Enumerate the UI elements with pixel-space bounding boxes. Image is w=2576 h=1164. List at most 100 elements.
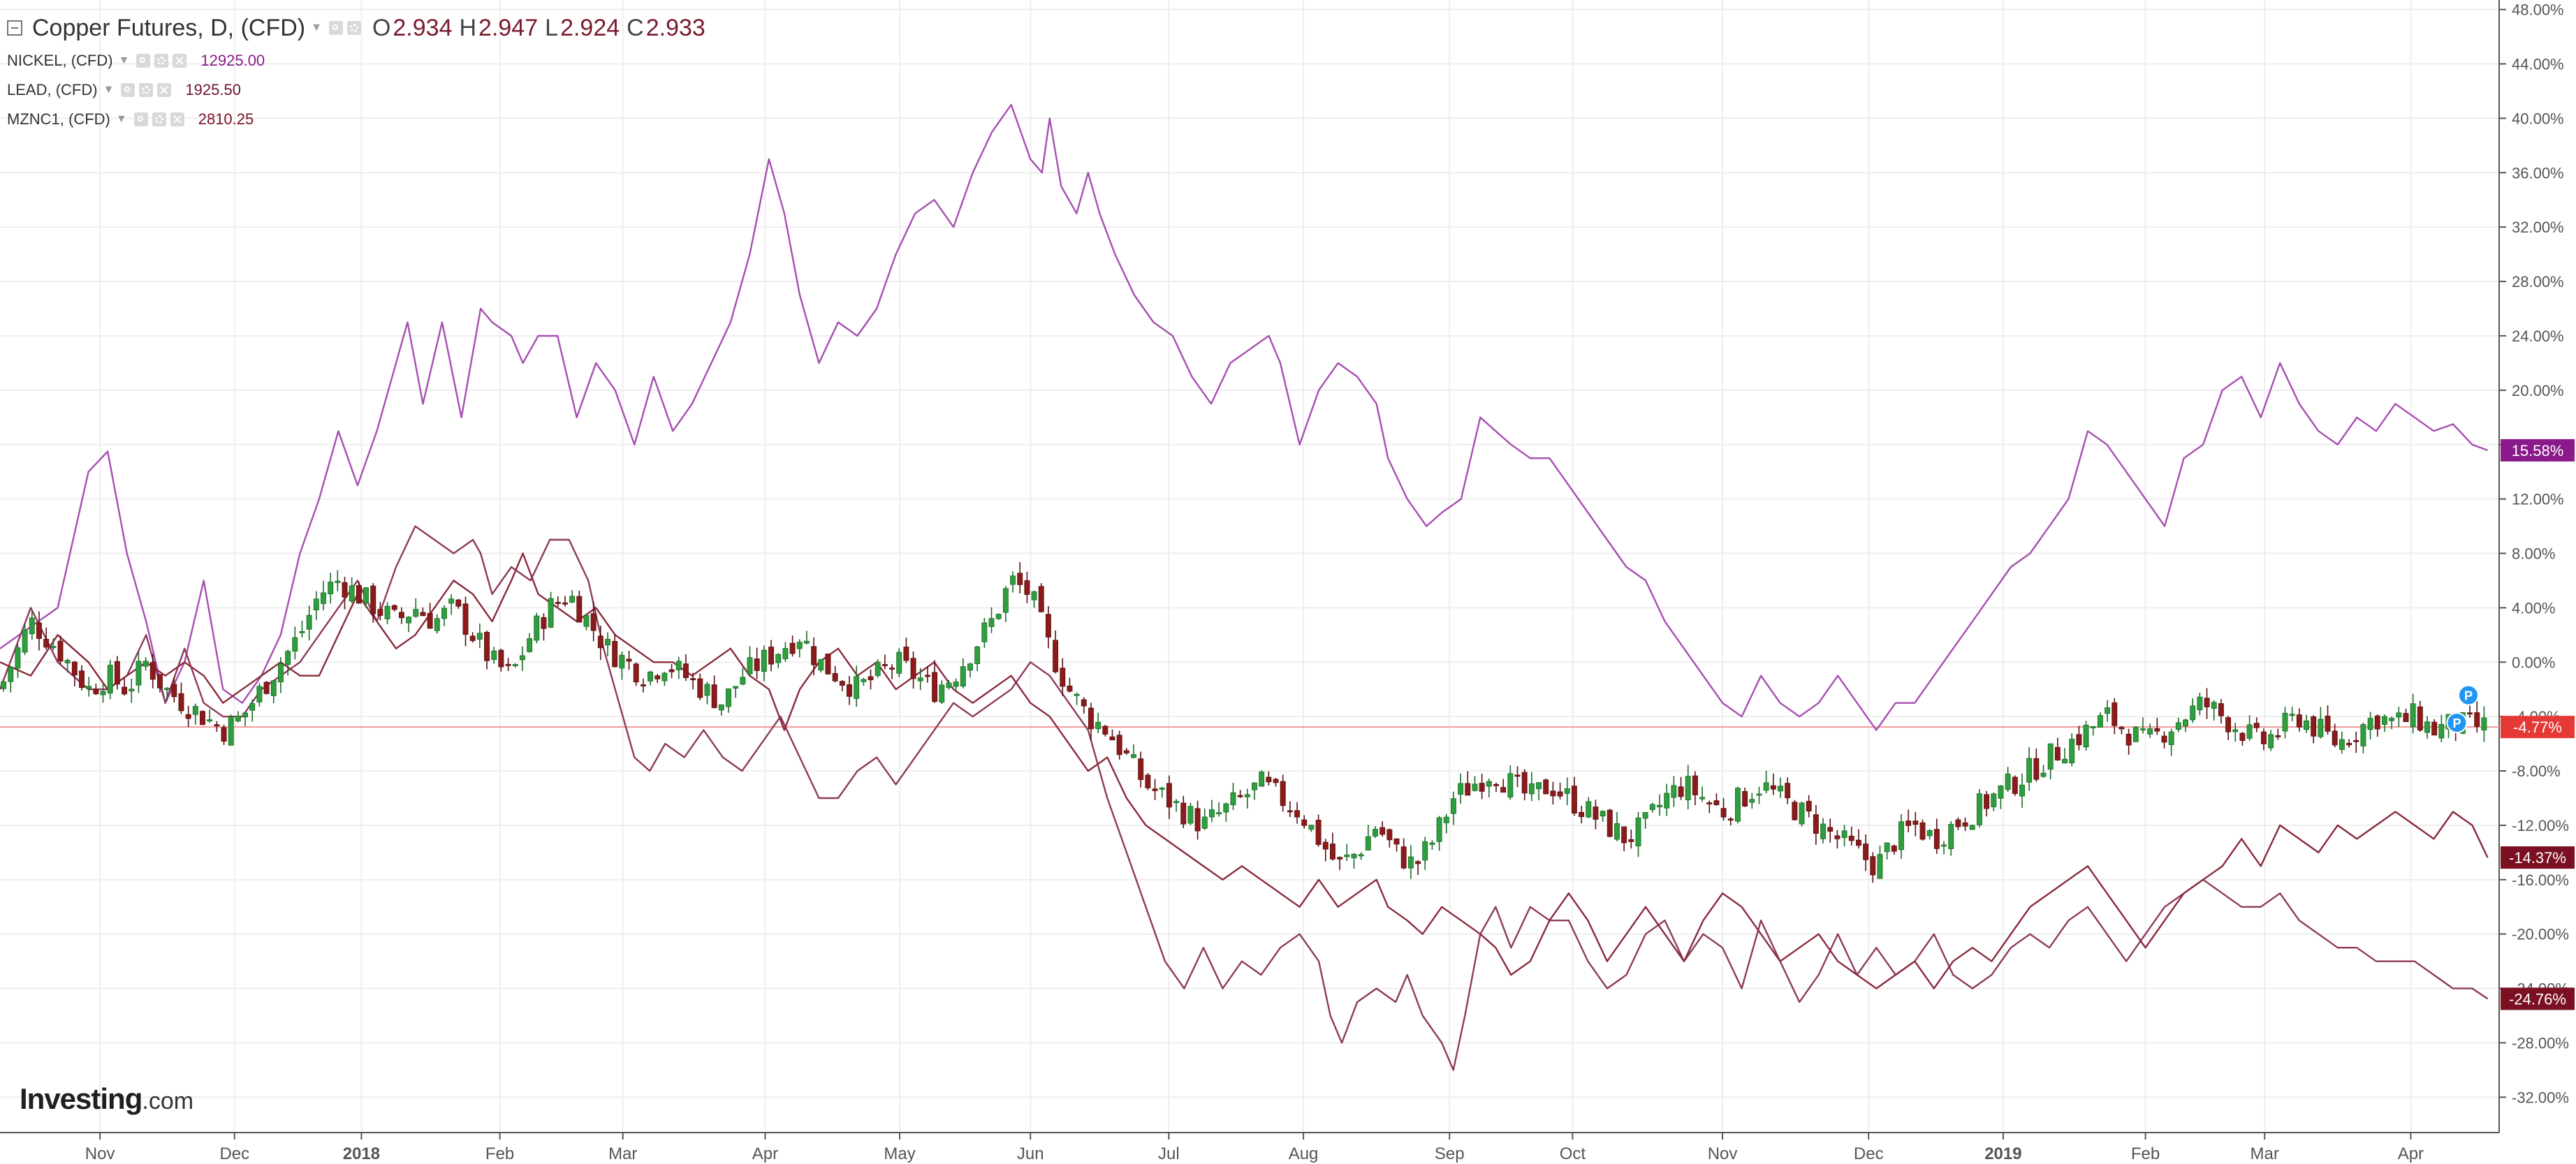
- chevron-down-icon[interactable]: ▼: [103, 84, 115, 96]
- y-tick-label: 20.00%: [2512, 382, 2564, 399]
- candle: [22, 629, 28, 653]
- series-line-2: [0, 552, 2489, 989]
- x-tick-label: May: [884, 1144, 915, 1163]
- series-label-lead[interactable]: LEAD, (CFD): [7, 81, 98, 98]
- candle: [1785, 783, 1791, 799]
- series-value-nickel: 12925.00: [200, 52, 265, 69]
- close-icon[interactable]: [173, 54, 187, 68]
- gear-icon[interactable]: [139, 83, 154, 97]
- candle: [57, 640, 64, 662]
- candle: [569, 596, 576, 603]
- candle: [363, 587, 369, 604]
- logo-suffix: .com: [142, 1088, 194, 1114]
- candlestick-group: [1, 561, 2487, 883]
- candle: [277, 663, 284, 683]
- candle: [825, 654, 831, 675]
- plot-area: [0, 0, 2499, 1133]
- candle: [1380, 827, 1386, 835]
- close-icon[interactable]: [170, 112, 184, 126]
- y-tick-label: 12.00%: [2512, 491, 2564, 508]
- series-line-1: [0, 525, 2489, 1071]
- x-tick-label: Apr: [2398, 1144, 2424, 1163]
- candle: [1884, 842, 1890, 853]
- main-series-title[interactable]: Copper Futures, D, (CFD): [32, 14, 306, 41]
- candle: [612, 641, 618, 668]
- candle: [2183, 719, 2188, 727]
- candle: [476, 633, 483, 640]
- candle: [1621, 826, 1627, 843]
- x-tick-label: Feb: [2131, 1144, 2160, 1163]
- candle: [2062, 758, 2068, 764]
- chevron-down-icon[interactable]: ▼: [311, 22, 322, 34]
- candle: [2118, 727, 2125, 730]
- candle: [328, 582, 334, 595]
- candle: [1301, 819, 1308, 826]
- gear-icon[interactable]: [346, 21, 361, 35]
- candle: [1727, 818, 1734, 821]
- candle: [1400, 846, 1407, 869]
- gear-icon[interactable]: [152, 112, 166, 126]
- candle: [2474, 712, 2480, 727]
- candle: [285, 651, 291, 665]
- candle: [1699, 797, 1706, 800]
- candle: [100, 691, 106, 695]
- candle: [427, 612, 433, 629]
- candle: [1841, 830, 1847, 839]
- series-label-nickel[interactable]: NICKEL, (CFD): [7, 52, 113, 69]
- candle: [548, 598, 554, 628]
- legend-main-row: Copper Futures, D, (CFD) ▼ O 2.934 H 2.947…: [7, 10, 705, 46]
- eye-icon[interactable]: [136, 54, 151, 68]
- candle: [1194, 808, 1201, 832]
- candle: [654, 675, 661, 679]
- candle: [946, 682, 952, 688]
- candle: [2311, 716, 2317, 737]
- candle: [2431, 721, 2438, 736]
- low-value: 2.924: [560, 14, 620, 41]
- chevron-down-icon[interactable]: ▼: [115, 113, 127, 125]
- price-badge: [2501, 987, 2575, 1010]
- candle: [2132, 726, 2139, 742]
- y-tick-label: 32.00%: [2512, 219, 2564, 236]
- candle: [1230, 792, 1236, 805]
- candle: [1649, 804, 1655, 810]
- candle: [896, 651, 902, 674]
- candle: [1898, 821, 1904, 850]
- candle: [2282, 712, 2288, 732]
- candle: [15, 647, 21, 669]
- eye-icon[interactable]: [133, 112, 148, 126]
- candle: [647, 671, 654, 682]
- x-tick-label: Mar: [608, 1144, 637, 1163]
- candle: [292, 637, 298, 652]
- candle: [1991, 793, 1997, 807]
- gear-icon[interactable]: [154, 54, 169, 68]
- eye-icon[interactable]: [328, 21, 343, 35]
- candle: [1081, 699, 1087, 707]
- candle: [924, 675, 930, 677]
- candle: [2090, 726, 2096, 729]
- legend-series-nickel: NICKEL, (CFD) ▼ 12925.00: [7, 46, 705, 75]
- candle: [1116, 735, 1122, 756]
- candle: [839, 681, 845, 686]
- candle: [690, 678, 696, 681]
- series-label-mznc1[interactable]: MZNC1, (CFD): [7, 110, 110, 128]
- candle: [114, 661, 120, 685]
- y-tick-label: -28.00%: [2512, 1034, 2569, 1052]
- candle: [214, 724, 220, 727]
- candle: [71, 661, 78, 676]
- candle: [1109, 736, 1115, 741]
- collapse-legend-icon[interactable]: [7, 20, 22, 36]
- candle: [2125, 733, 2132, 746]
- candle: [321, 592, 326, 604]
- candle: [2246, 724, 2253, 739]
- close-icon[interactable]: [157, 83, 172, 97]
- candle: [590, 613, 597, 631]
- candle: [1180, 802, 1187, 825]
- candle: [462, 603, 469, 635]
- candle: [1536, 782, 1542, 790]
- chevron-down-icon[interactable]: ▼: [118, 54, 130, 66]
- candle: [498, 649, 504, 668]
- candle: [1614, 823, 1620, 840]
- candle: [1244, 794, 1250, 797]
- eye-icon[interactable]: [121, 83, 136, 97]
